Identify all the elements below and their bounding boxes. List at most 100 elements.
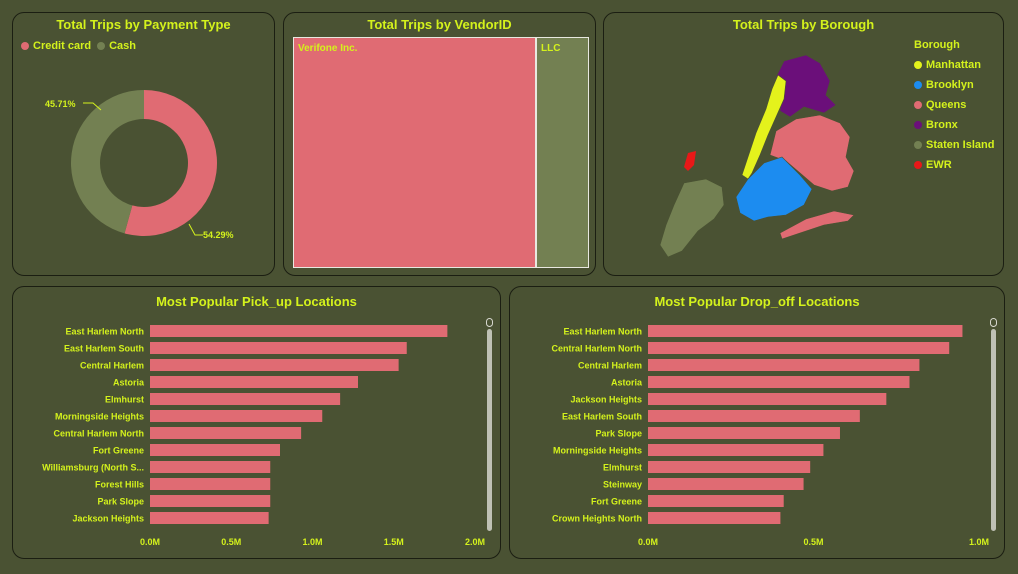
dropoff-bar[interactable] <box>648 359 920 371</box>
pickup-bar[interactable] <box>150 478 271 490</box>
legend-item-manhattan[interactable]: Manhattan <box>914 55 994 75</box>
dropoff-bar[interactable] <box>648 342 950 354</box>
map-region-ewr[interactable] <box>684 151 696 171</box>
donut-slice-cash[interactable] <box>70 90 144 234</box>
pickup-category-label: Jackson Heights <box>72 514 144 524</box>
map-region-staten-island[interactable] <box>659 178 725 258</box>
legend-label-brooklyn: Brooklyn <box>926 79 974 91</box>
map-region-queens-rockaway[interactable] <box>779 210 855 240</box>
dropoff-scrollbar[interactable] <box>991 329 996 531</box>
treemap-tile-verifone[interactable]: Verifone Inc. <box>293 37 536 268</box>
pickup-category-label: East Harlem North <box>65 327 144 337</box>
dropoff-bar[interactable] <box>648 393 887 405</box>
legend-label-staten-island: Staten Island <box>926 139 995 151</box>
payment-legend: Credit card Cash <box>21 40 136 52</box>
dropoff-category-label: Park Slope <box>595 429 642 439</box>
dropoff-category-label: East Harlem South <box>562 412 642 422</box>
dropoff-bar[interactable] <box>648 478 804 490</box>
legend-item-bronx[interactable]: Bronx <box>914 115 994 135</box>
pickup-bar[interactable] <box>150 444 280 456</box>
pickup-panel: Most Popular Pick_up Locations East Harl… <box>12 286 501 559</box>
pickup-x-tick-label: 2.0M <box>465 537 485 547</box>
borough-title: Total Trips by Borough <box>732 17 875 32</box>
borough-panel: Total Trips by Borough Borough Manhattan… <box>603 12 1004 276</box>
credit-card-dot-icon <box>21 42 29 50</box>
staten-island-dot-icon <box>914 141 922 149</box>
dropoff-bar[interactable] <box>648 427 840 439</box>
pickup-bar[interactable] <box>150 461 271 473</box>
pickup-category-label: Elmhurst <box>105 395 144 405</box>
pickup-x-tick-label: 1.0M <box>302 537 322 547</box>
map-region-brooklyn[interactable] <box>735 156 813 222</box>
payment-type-title: Total Trips by Payment Type <box>56 17 231 32</box>
legend-label-bronx: Bronx <box>926 119 958 131</box>
legend-label-manhattan: Manhattan <box>926 59 981 71</box>
legend-label-credit-card: Credit card <box>33 40 92 52</box>
pickup-bar[interactable] <box>150 325 448 337</box>
dropoff-category-label: Morningside Heights <box>553 446 642 456</box>
dropoff-bar[interactable] <box>648 376 910 388</box>
treemap-tile-llc[interactable]: LLC <box>536 37 589 268</box>
pickup-bar-chart: East Harlem North East Harlem South Centra… <box>42 325 485 547</box>
donut-slice-credit-card[interactable] <box>124 90 217 236</box>
legend-item-brooklyn[interactable]: Brooklyn <box>914 75 994 95</box>
dropoff-x-tick-label: 1.0M <box>969 537 989 547</box>
dropoff-bar-chart: East Harlem North Central Harlem North Cen… <box>551 325 989 547</box>
pickup-category-label: Forest Hills <box>95 480 144 490</box>
dropoff-panel: Most Popular Drop_off Locations East Har… <box>509 286 1005 559</box>
dropoff-category-label: Steinway <box>603 480 642 490</box>
cash-dot-icon <box>97 42 106 50</box>
dropoff-category-label: Central Harlem <box>578 361 642 371</box>
legend-label-queens: Queens <box>926 99 967 111</box>
pickup-bar[interactable] <box>150 359 399 371</box>
payment-type-panel: Total Trips by Payment Type Credit card … <box>12 12 275 276</box>
legend-label-cash: Cash <box>109 40 136 52</box>
dropoff-bar[interactable] <box>648 495 784 507</box>
dropoff-bar[interactable] <box>648 444 824 456</box>
dropoff-category-label: Astoria <box>611 378 643 388</box>
dropoff-category-label: Elmhurst <box>603 463 642 473</box>
legend-item-ewr[interactable]: EWR <box>914 155 994 175</box>
vendor-title: Total Trips by VendorID <box>367 17 512 32</box>
legend-item-credit-card[interactable]: Credit card <box>21 40 91 52</box>
ewr-dot-icon <box>914 161 922 169</box>
data-label-credit-card: 54.29% <box>203 230 234 240</box>
map-region-manhattan[interactable] <box>741 74 787 180</box>
pickup-bar[interactable] <box>150 410 323 422</box>
pickup-bar[interactable] <box>150 427 302 439</box>
pickup-category-label: Fort Greene <box>93 446 144 456</box>
pickup-category-label: Central Harlem North <box>53 429 144 439</box>
pickup-bar[interactable] <box>150 393 341 405</box>
dropoff-x-tick-label: 0.0M <box>638 537 658 547</box>
pickup-bar[interactable] <box>150 512 269 524</box>
dropoff-category-label: East Harlem North <box>563 327 642 337</box>
pickup-scroll-up-icon[interactable] <box>486 318 493 327</box>
pickup-x-tick-label: 0.0M <box>140 537 160 547</box>
queens-dot-icon <box>914 101 922 109</box>
legend-item-staten-island[interactable]: Staten Island <box>914 135 994 155</box>
pickup-bar[interactable] <box>150 342 407 354</box>
pickup-bar[interactable] <box>150 495 271 507</box>
dropoff-bar[interactable] <box>648 512 781 524</box>
borough-legend: Borough Manhattan Brooklyn Queens Bronx … <box>914 39 994 175</box>
dropoff-bar[interactable] <box>648 461 811 473</box>
dropoff-category-label: Fort Greene <box>591 497 642 507</box>
legend-label-ewr: EWR <box>926 159 952 171</box>
pickup-x-tick-label: 1.5M <box>384 537 404 547</box>
pickup-category-label: Astoria <box>113 378 145 388</box>
pickup-category-label: Morningside Heights <box>55 412 144 422</box>
pickup-scrollbar[interactable] <box>487 329 492 531</box>
dropoff-scroll-up-icon[interactable] <box>990 318 997 327</box>
donut-chart: 45.71% 54.29% <box>45 90 234 240</box>
pickup-title: Most Popular Pick_up Locations <box>156 294 357 309</box>
pickup-category-label: Williamsburg (North S... <box>42 463 144 473</box>
dropoff-x-tick-label: 0.5M <box>803 537 823 547</box>
pickup-bar[interactable] <box>150 376 358 388</box>
pickup-category-label: Central Harlem <box>80 361 144 371</box>
dropoff-bar[interactable] <box>648 325 963 337</box>
dropoff-category-label: Jackson Heights <box>570 395 642 405</box>
legend-item-queens[interactable]: Queens <box>914 95 994 115</box>
pickup-category-label: East Harlem South <box>64 344 144 354</box>
dropoff-bar[interactable] <box>648 410 860 422</box>
legend-item-cash[interactable]: Cash <box>97 40 136 52</box>
